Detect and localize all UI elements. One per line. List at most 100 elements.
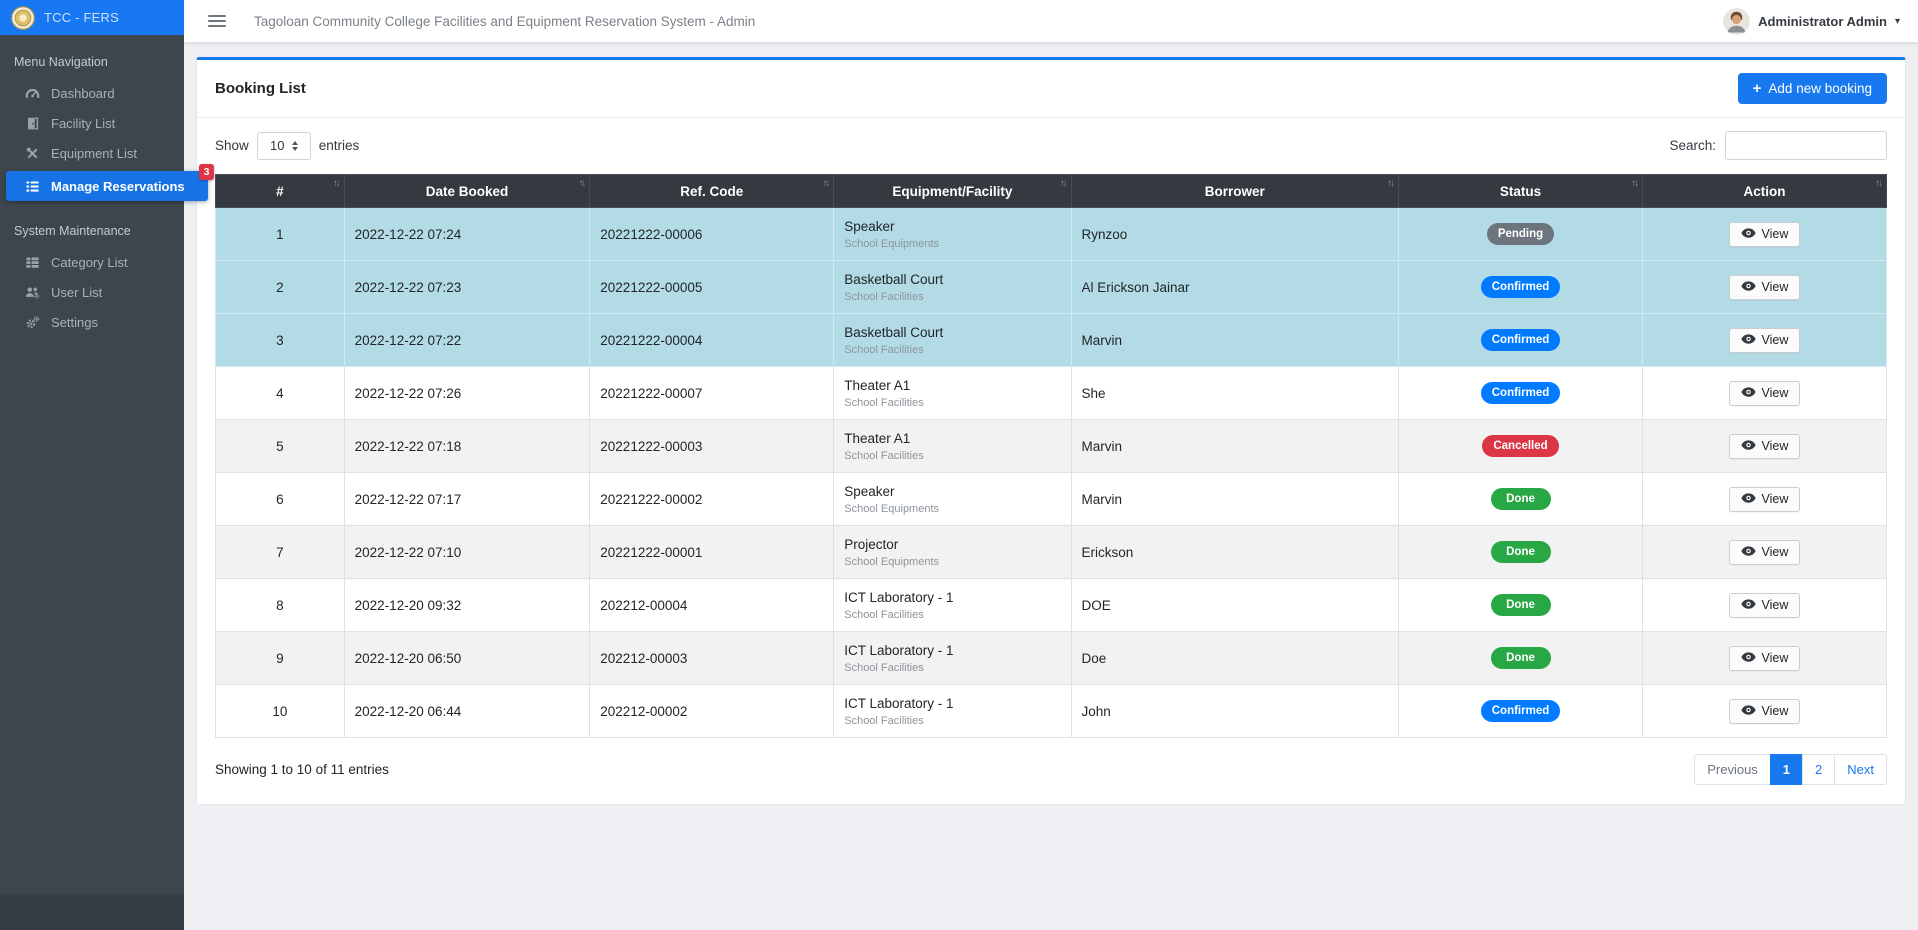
show-label: Show [215, 138, 249, 153]
row-number: 2 [215, 260, 345, 314]
column-header-action[interactable]: Action ↑↓ [1641, 174, 1888, 208]
column-header-ref-code[interactable]: Ref. Code ↑↓ [589, 174, 835, 208]
view-button[interactable]: View [1728, 327, 1801, 353]
pagination-page-2[interactable]: 2 [1802, 754, 1836, 785]
column-label: Date Booked [425, 183, 509, 199]
app-title: Tagoloan Community College Facilities an… [254, 13, 756, 29]
add-new-booking-button[interactable]: + Add new booking [1737, 73, 1887, 104]
brand-title: TCC - FERS [44, 10, 119, 25]
view-button[interactable]: View [1728, 380, 1801, 406]
add-new-booking-label: Add new booking [1768, 81, 1872, 96]
main-column: Tagoloan Community College Facilities an… [184, 0, 1918, 930]
row-item-category: School Equipments [844, 237, 940, 250]
booking-list-card: Booking List + Add new booking Show 10 [196, 57, 1906, 805]
search-control: Search: [1669, 131, 1887, 160]
reservations-count-badge: 3 [199, 164, 214, 180]
top-navbar: Tagoloan Community College Facilities an… [184, 0, 1918, 42]
sidebar-item-dashboard[interactable]: Dashboard [0, 78, 184, 108]
pagination-next[interactable]: Next [1834, 754, 1887, 785]
booking-table-body: 1 2022-12-22 07:24 20221222-00006 Speake… [215, 207, 1888, 738]
sidebar-item-settings[interactable]: Settings [0, 307, 184, 337]
view-button[interactable]: View [1728, 221, 1801, 247]
row-ref-code: 20221222-00001 [589, 525, 835, 579]
sort-icon: ↑↓ [1631, 178, 1638, 189]
door-icon [24, 115, 40, 131]
column-header-equipment-facility[interactable]: Equipment/Facility ↑↓ [833, 174, 1072, 208]
view-button-label: View [1761, 227, 1789, 241]
view-button-label: View [1761, 545, 1789, 559]
sort-icon: ↑↓ [1875, 178, 1883, 189]
sidebar-item-label: Category List [51, 254, 128, 270]
row-number: 6 [215, 472, 345, 526]
pagination-previous[interactable]: Previous [1694, 754, 1771, 785]
sidebar-item-label: Equipment List [51, 145, 137, 161]
eye-icon [1740, 227, 1756, 241]
status-badge: Done [1490, 594, 1551, 616]
status-badge: Confirmed [1480, 700, 1561, 722]
view-button[interactable]: View [1728, 645, 1801, 671]
view-button-label: View [1761, 280, 1789, 294]
sidebar-item-label: Settings [51, 314, 98, 330]
view-button[interactable]: View [1728, 539, 1801, 565]
status-badge: Cancelled [1482, 435, 1559, 457]
sidebar-item-manage-reservations[interactable]: Manage Reservations 3 [6, 164, 214, 201]
status-badge: Pending [1486, 223, 1555, 245]
row-item-name: Speaker [844, 483, 895, 499]
view-button-label: View [1761, 598, 1789, 612]
column-header-num[interactable]: # ↑↓ [215, 174, 345, 208]
column-label: Status [1499, 183, 1542, 199]
column-header-borrower[interactable]: Borrower ↑↓ [1070, 174, 1400, 208]
school-seal-logo-icon [11, 5, 35, 30]
sidebar-item-facility-list[interactable]: Facility List [0, 108, 184, 138]
column-header-status[interactable]: Status ↑↓ [1398, 174, 1643, 208]
row-borrower: Doe [1070, 631, 1400, 685]
eye-icon [1740, 280, 1756, 294]
tools-icon [24, 145, 40, 161]
page-length-select[interactable]: 10 [256, 131, 311, 160]
sidebar-item-user-list[interactable]: User List [0, 277, 184, 307]
hamburger-menu-icon[interactable] [208, 15, 226, 27]
view-button[interactable]: View [1728, 274, 1801, 300]
sidebar-item-equipment-list[interactable]: Equipment List [0, 138, 184, 168]
status-badge: Confirmed [1480, 382, 1561, 404]
row-item-category: School Facilities [844, 396, 924, 409]
row-date-booked: 2022-12-22 07:24 [343, 207, 591, 261]
row-borrower: Rynzoo [1070, 207, 1400, 261]
pagination-page-1[interactable]: 1 [1769, 754, 1804, 785]
eye-icon [1740, 704, 1756, 718]
table-footer: Showing 1 to 10 of 11 entries Previous 1… [215, 754, 1887, 785]
user-dropdown[interactable]: Administrator Admin ▾ [1723, 7, 1900, 35]
row-borrower: Marvin [1070, 419, 1400, 473]
table-row: 7 2022-12-22 07:10 20221222-00001 Projec… [215, 525, 1888, 579]
row-ref-code: 20221222-00002 [589, 472, 835, 526]
status-badge: Done [1490, 541, 1551, 563]
table-row: 2 2022-12-22 07:23 20221222-00005 Basket… [215, 260, 1888, 314]
eye-icon [1740, 598, 1756, 612]
row-number: 5 [215, 419, 345, 473]
sidebar-brand: TCC - FERS [0, 0, 184, 35]
plus-icon: + [1752, 80, 1762, 97]
sidebar-item-category-list[interactable]: Category List [0, 247, 184, 277]
table-row: 9 2022-12-20 06:50 202212-00003 ICT Labo… [215, 631, 1888, 685]
row-number: 4 [215, 366, 345, 420]
row-item-category: School Facilities [844, 608, 924, 621]
eye-icon [1740, 333, 1756, 347]
column-header-date-booked[interactable]: Date Booked ↑↓ [343, 174, 591, 208]
table-row: 4 2022-12-22 07:26 20221222-00007 Theate… [215, 366, 1888, 420]
view-button[interactable]: View [1728, 433, 1801, 459]
row-date-booked: 2022-12-22 07:10 [343, 525, 591, 579]
view-button[interactable]: View [1728, 486, 1801, 512]
view-button[interactable]: View [1728, 698, 1801, 724]
sort-icon: ↑↓ [1060, 178, 1067, 189]
search-input[interactable] [1725, 131, 1887, 160]
entries-summary: Showing 1 to 10 of 11 entries [215, 762, 389, 777]
row-date-booked: 2022-12-22 07:26 [343, 366, 591, 420]
row-number: 1 [215, 207, 345, 261]
row-number: 9 [215, 631, 345, 685]
avatar [1723, 7, 1751, 35]
view-button-label: View [1761, 386, 1789, 400]
card-header: Booking List + Add new booking [197, 60, 1905, 118]
view-button[interactable]: View [1728, 592, 1801, 618]
entries-label: entries [318, 138, 360, 153]
